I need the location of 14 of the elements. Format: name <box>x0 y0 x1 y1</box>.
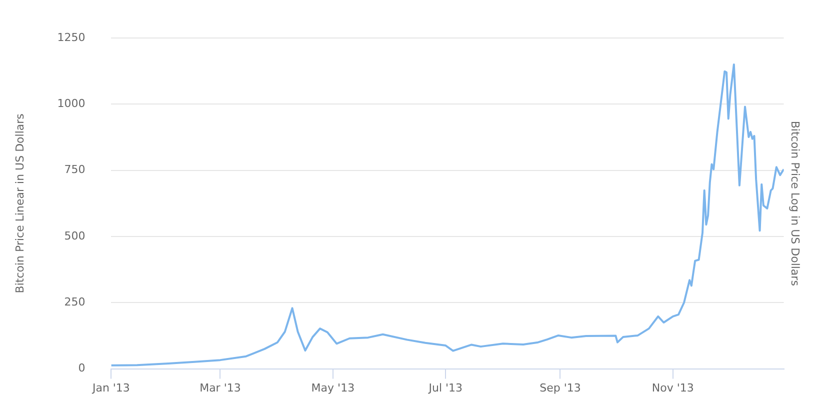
y-tick-label: 1250 <box>57 30 86 44</box>
y-tick-label: 750 <box>64 163 86 176</box>
y-tick-label: 500 <box>64 229 86 242</box>
y2-axis-title: Bitcoin Price Log in US Dollars <box>788 120 802 286</box>
y-tick-label: 0 <box>78 362 86 375</box>
x-tick-label: Jul '13 <box>428 381 463 394</box>
y-tick-label: 250 <box>64 296 86 308</box>
x-tick-label: Nov '13 <box>652 381 694 394</box>
y-axis-title: Bitcoin Price Linear in US Dollars <box>13 113 26 294</box>
x-tick-label: Mar '13 <box>200 381 241 394</box>
x-tick-label: May '13 <box>311 381 355 394</box>
y-tick-label: 1000 <box>57 97 86 110</box>
x-tick-label: Jan '13 <box>91 381 130 394</box>
x-tick-label: Sep '13 <box>540 381 581 394</box>
